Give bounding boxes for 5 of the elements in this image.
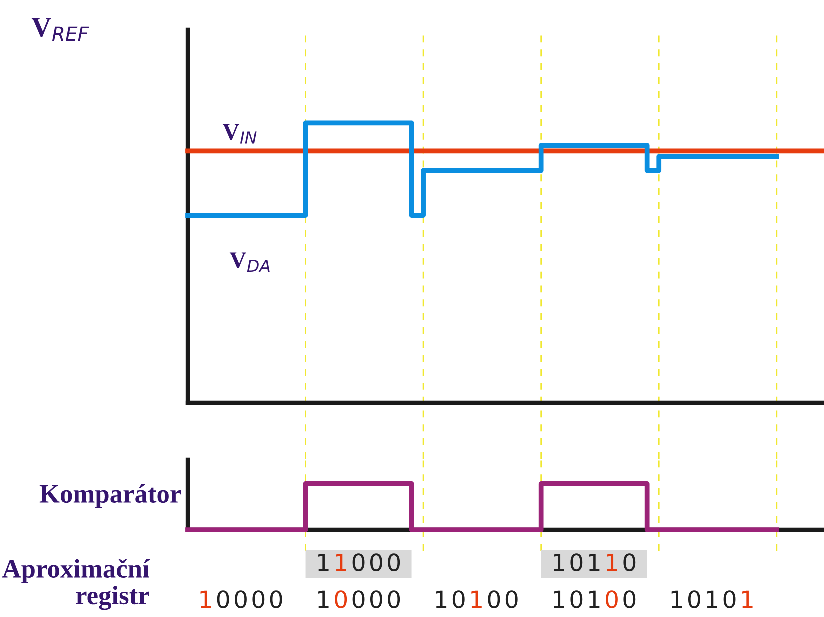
text: Aproximační registr (2, 559, 150, 610)
text: V$_{REF}$ (32, 18, 90, 42)
y-axis-title: Komparátor (40, 484, 182, 508)
series-label: V$_{IN}$ (222, 124, 257, 144)
series-label: V$_{DA}$ (230, 252, 270, 272)
